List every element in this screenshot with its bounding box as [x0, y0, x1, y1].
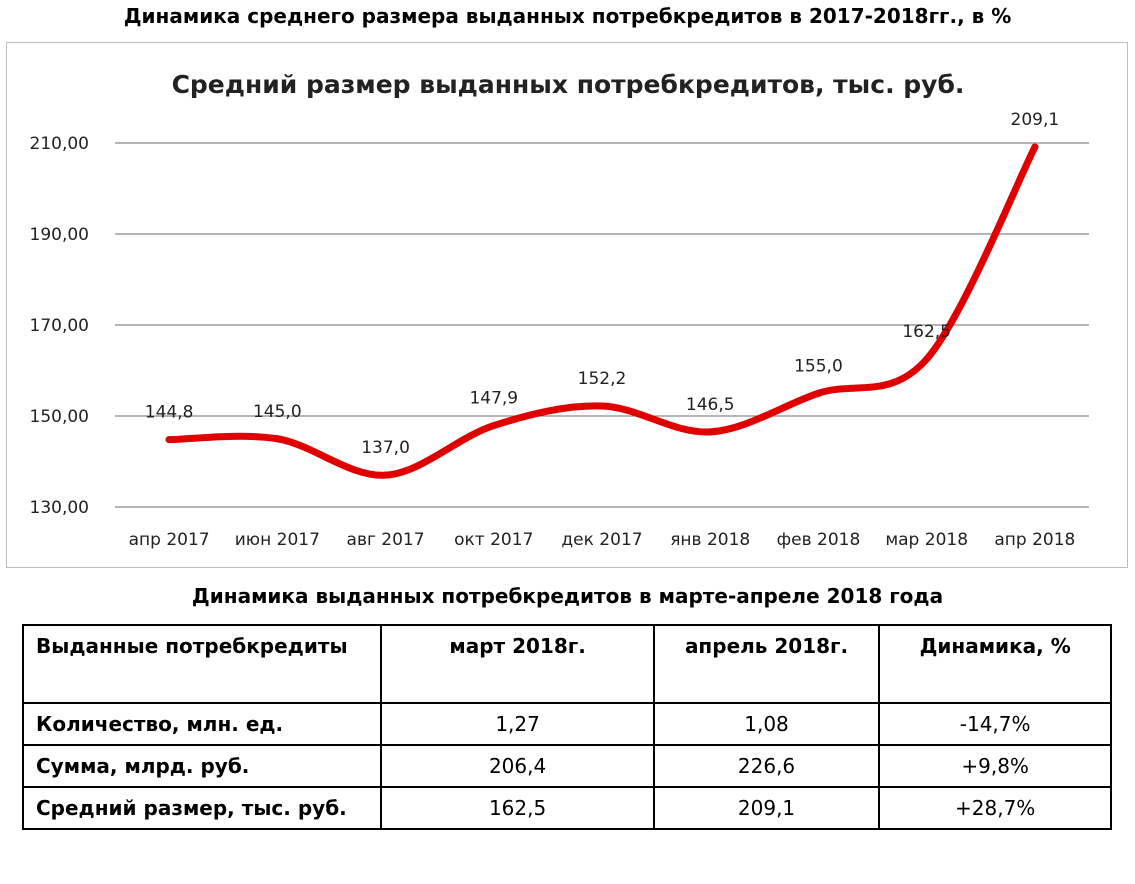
cell-march: 1,27 — [380, 702, 655, 746]
cell-march: 206,4 — [380, 744, 655, 788]
data-point — [814, 389, 822, 397]
data-point — [382, 471, 390, 479]
x-tick-label: янв 2018 — [670, 530, 750, 550]
table-header-march: март 2018г. — [380, 624, 655, 704]
chart-title: Средний размер выданных потребкредитов, … — [172, 70, 965, 99]
data-point — [598, 402, 606, 410]
table-heading: Динамика выданных потребкредитов в марте… — [191, 584, 944, 608]
x-tick-label: апр 2018 — [994, 530, 1075, 550]
table-header-change: Динамика, % — [878, 624, 1112, 704]
data-point — [706, 428, 714, 436]
data-label: 155,0 — [794, 356, 843, 376]
table-header-row: Выданные потребкредиты март 2018г. апрел… — [21, 624, 1112, 704]
cell-april: 209,1 — [652, 786, 881, 830]
y-tick-label: 130,00 — [30, 498, 89, 518]
data-table: Выданные потребкредиты март 2018г. апрел… — [21, 624, 1112, 830]
row-label: Средний размер, тыс. руб. — [21, 786, 383, 830]
data-label: 137,0 — [361, 438, 410, 458]
data-label: 162,5 — [902, 322, 951, 342]
table-header-label: Выданные потребкредиты — [21, 624, 383, 704]
cell-april: 1,08 — [652, 702, 881, 746]
x-tick-label: июн 2017 — [235, 530, 320, 550]
y-tick-label: 190,00 — [30, 225, 89, 245]
data-point — [165, 436, 173, 444]
chart-panel: Средний размер выданных потребкредитов, … — [6, 42, 1128, 568]
data-point — [923, 355, 931, 363]
y-tick-label: 210,00 — [30, 134, 89, 154]
x-tick-label: апр 2017 — [129, 530, 210, 550]
cell-change: +9,8% — [878, 744, 1112, 788]
data-label: 209,1 — [1011, 110, 1060, 130]
x-tick-label: фев 2018 — [777, 530, 861, 550]
row-label: Сумма, млрд. руб. — [21, 744, 383, 788]
cell-march: 162,5 — [380, 786, 655, 830]
data-point — [490, 422, 498, 430]
page-heading: Динамика среднего размера выданных потре… — [123, 4, 1012, 28]
cell-april: 226,6 — [652, 744, 881, 788]
table-row: Количество, млн. ед. 1,27 1,08 -14,7% — [21, 702, 1112, 746]
data-label: 146,5 — [686, 395, 735, 415]
data-label: 144,8 — [145, 403, 194, 423]
row-label: Количество, млн. ед. — [21, 702, 383, 746]
cell-change: +28,7% — [878, 786, 1112, 830]
table-header-april: апрель 2018г. — [652, 624, 881, 704]
series-line — [165, 143, 1039, 479]
y-tick-label: 150,00 — [30, 407, 89, 427]
x-tick-label: окт 2017 — [454, 530, 533, 550]
data-label: 152,2 — [578, 369, 627, 389]
x-tick-label: мар 2018 — [885, 530, 968, 550]
x-tick-label: авг 2017 — [347, 530, 425, 550]
x-tick-label: дек 2017 — [561, 530, 642, 550]
table-row: Средний размер, тыс. руб. 162,5 209,1 +2… — [21, 786, 1112, 830]
data-point — [1031, 143, 1039, 151]
table-row: Сумма, млрд. руб. 206,4 226,6 +9,8% — [21, 744, 1112, 788]
cell-change: -14,7% — [878, 702, 1112, 746]
data-label: 145,0 — [253, 402, 302, 422]
line-chart: Средний размер выданных потребкредитов, … — [30, 70, 1089, 550]
y-tick-label: 170,00 — [30, 316, 89, 336]
data-label: 147,9 — [469, 389, 518, 409]
data-point — [273, 435, 281, 443]
